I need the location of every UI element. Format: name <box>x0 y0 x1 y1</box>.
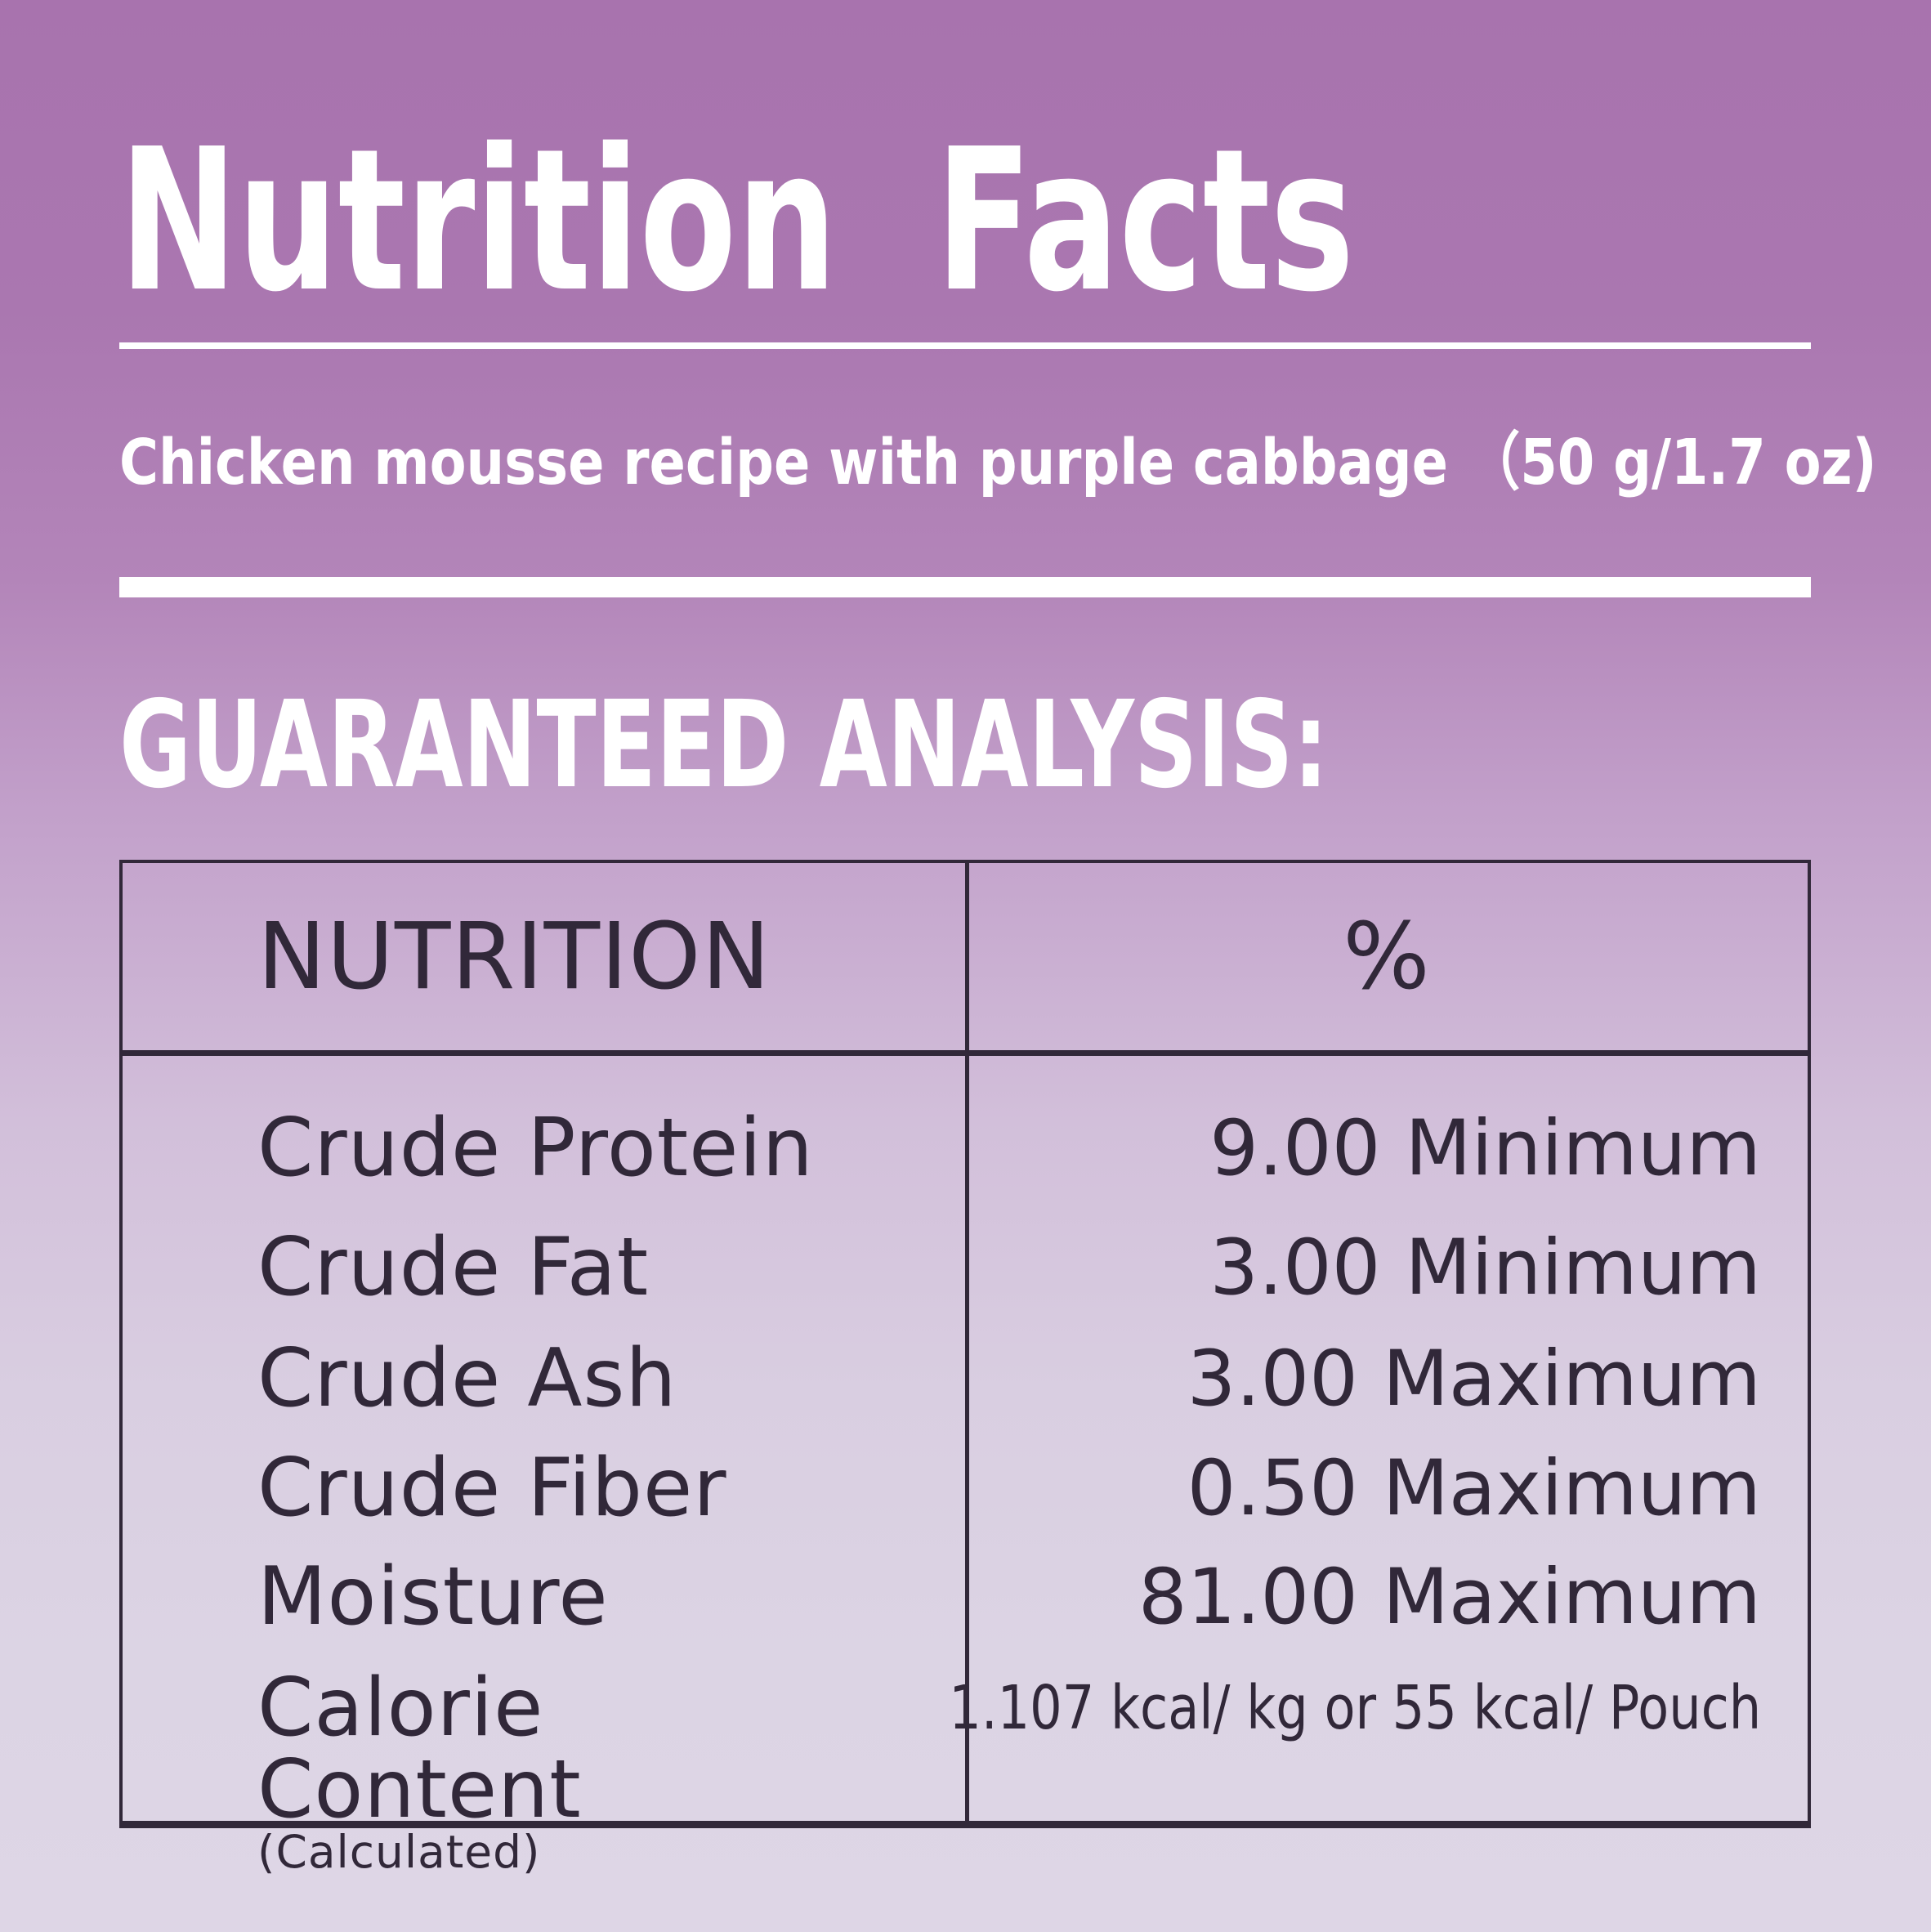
section-heading-text: GUARANTEED ANALYSIS: <box>119 675 1329 815</box>
table-row: Crude Fiber 0.50 Maximum <box>123 1442 1808 1535</box>
page-title: Nutrition Facts <box>119 123 1835 319</box>
page-title-text: Nutrition Facts <box>119 106 1355 335</box>
nutrient-sublabel: (Calculated) <box>257 1826 541 1878</box>
table-row: Crude Ash 3.00 Maximum <box>123 1332 1808 1425</box>
nutrient-value-text: 1.107 kcal/ kg or 55 kcal/ Pouch <box>949 1673 1761 1743</box>
nutrient-value: 3.00 Maximum <box>1187 1334 1761 1424</box>
table-row: Crude Fat 3.00 Minimum <box>123 1221 1808 1314</box>
nutrient-value: 0.50 Maximum <box>1187 1443 1761 1533</box>
nutrient-label: Crude Fat <box>257 1221 650 1314</box>
nutrient-label-group: Calorie Content (Calculated) <box>123 1661 794 1878</box>
header-cell-percent: % <box>1343 903 1430 1010</box>
nutrient-label: Calorie Content <box>257 1661 582 1836</box>
nutrient-value: 3.00 Minimum <box>1209 1223 1761 1313</box>
analysis-table: NUTRITION % Crude Protein 9.00 Minimum C… <box>119 860 1811 1875</box>
nutrient-label: Crude Ash <box>257 1332 677 1425</box>
product-description-text: Chicken mousse recipe with purple cabbag… <box>119 427 1877 499</box>
column-divider <box>965 863 969 1821</box>
table-row: Calorie Content (Calculated) 1.107 kcal/… <box>123 1667 1808 1875</box>
product-description: Chicken mousse recipe with purple cabbag… <box>119 432 1931 494</box>
section-heading: GUARANTEED ANALYSIS: <box>119 685 1776 805</box>
nutrient-label: Crude Fiber <box>257 1442 727 1535</box>
divider-thick <box>119 577 1811 597</box>
divider-thin <box>119 342 1811 349</box>
header-cell-nutrition: NUTRITION <box>257 903 771 1010</box>
table-body: Crude Protein 9.00 Minimum Crude Fat 3.0… <box>123 1056 1808 1875</box>
nutrient-value: 81.00 Maximum <box>1138 1552 1761 1642</box>
nutrient-value: 9.00 Minimum <box>1209 1103 1761 1193</box>
nutrient-label: Moisture <box>257 1550 609 1644</box>
nutrient-value: 1.107 kcal/ kg or 55 kcal/ Pouch <box>794 1667 1808 1749</box>
table-row: Crude Protein 9.00 Minimum <box>123 1102 1808 1195</box>
nutrient-label: Crude Protein <box>257 1102 814 1195</box>
table-row: Moisture 81.00 Maximum <box>123 1550 1808 1644</box>
